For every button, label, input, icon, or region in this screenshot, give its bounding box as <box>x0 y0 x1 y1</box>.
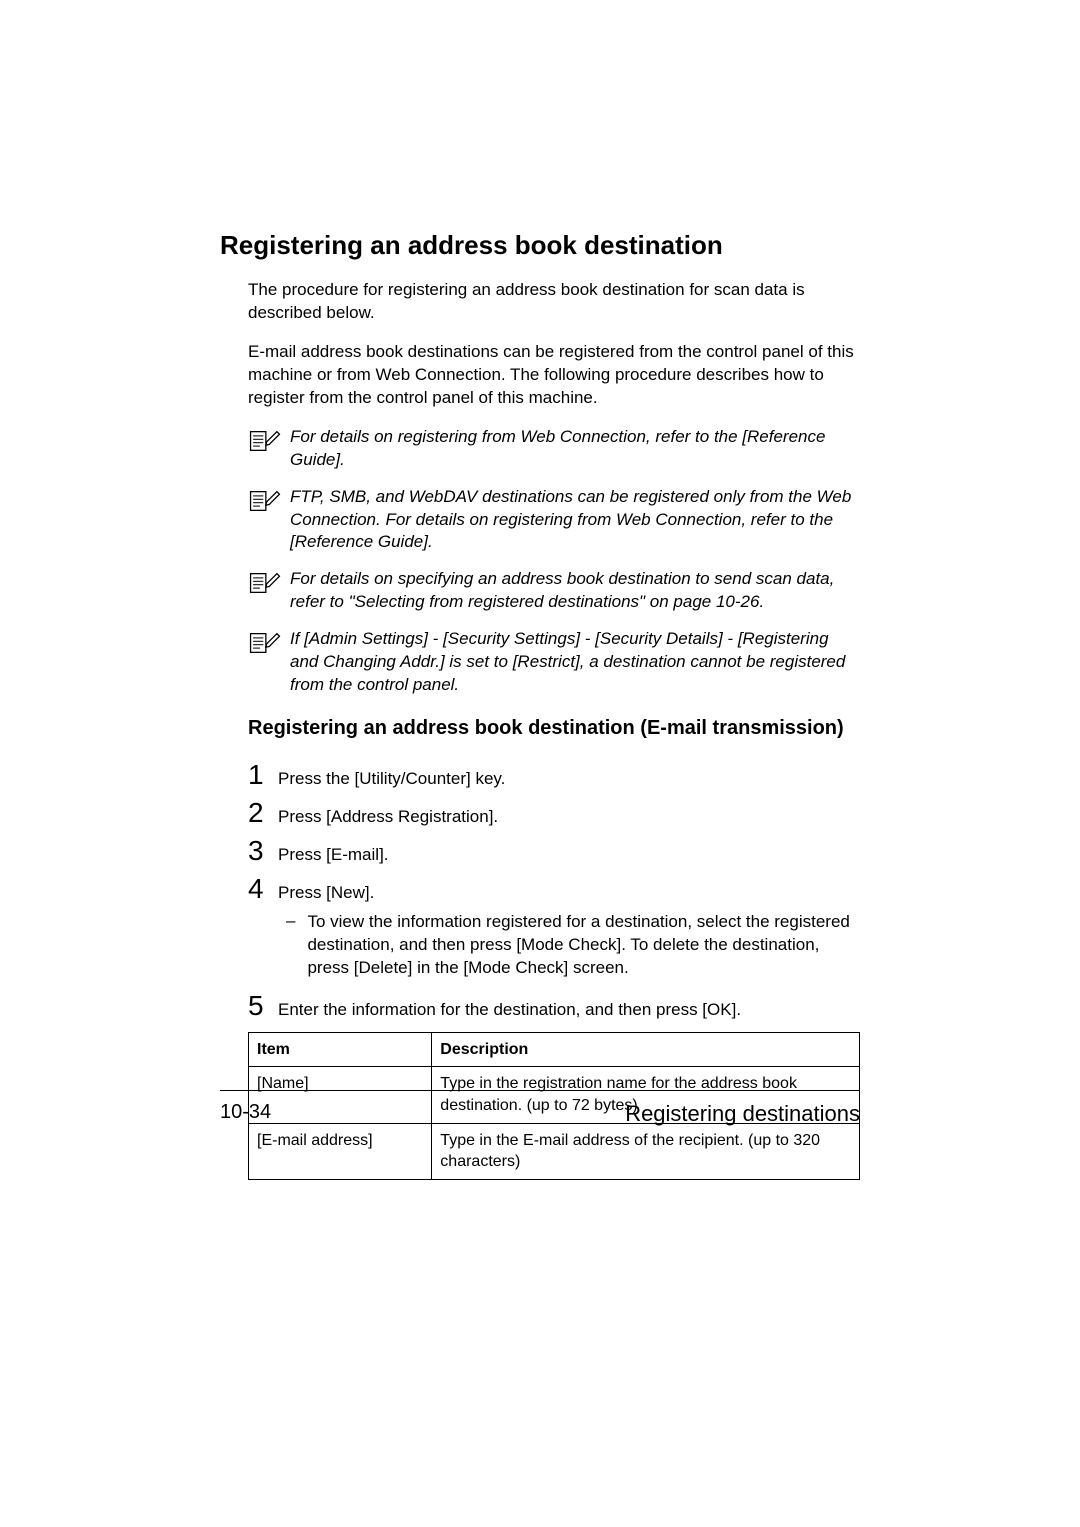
section-title: Registering an address book destination <box>220 230 860 261</box>
note-text: If [Admin Settings] - [Security Settings… <box>290 628 860 697</box>
sub-bullet-text: To view the information registered for a… <box>307 911 860 980</box>
step-4-subnote: – To view the information registered for… <box>286 911 860 980</box>
note-text: For details on specifying an address boo… <box>290 568 860 614</box>
page-footer: 10-34 Registering destinations <box>0 1090 1080 1127</box>
footer-row: 10-34 Registering destinations <box>220 1101 860 1127</box>
note-icon <box>248 428 282 459</box>
note-icon <box>248 630 282 661</box>
note-text: FTP, SMB, and WebDAV destinations can be… <box>290 486 860 555</box>
note-item: For details on specifying an address boo… <box>248 568 860 614</box>
table-header-row: Item Description <box>249 1032 860 1067</box>
intro-paragraph-1: The procedure for registering an address… <box>248 279 860 325</box>
subsection-title: Registering an address book destination … <box>248 715 860 741</box>
step-text: Enter the information for the destinatio… <box>278 999 741 1022</box>
footer-chapter-title: Registering destinations <box>625 1101 860 1127</box>
footer-page-number: 10-34 <box>220 1101 271 1127</box>
step-text: Press [E-mail]. <box>278 844 389 867</box>
step-text: Press [Address Registration]. <box>278 806 498 829</box>
footer-rule <box>220 1090 860 1091</box>
table-header-description: Description <box>432 1032 860 1067</box>
note-item: If [Admin Settings] - [Security Settings… <box>248 628 860 697</box>
note-item: FTP, SMB, and WebDAV destinations can be… <box>248 486 860 555</box>
note-icon <box>248 488 282 519</box>
step-number: 2 <box>248 797 274 829</box>
step-number: 5 <box>248 990 274 1022</box>
step-5: 5 Enter the information for the destinat… <box>248 990 860 1022</box>
table-row: [E-mail address] Type in the E-mail addr… <box>249 1123 860 1179</box>
note-text: For details on registering from Web Conn… <box>290 426 860 472</box>
step-number: 3 <box>248 835 274 867</box>
step-1: 1 Press the [Utility/Counter] key. <box>248 759 860 791</box>
step-text: Press the [Utility/Counter] key. <box>278 768 505 791</box>
table-header-item: Item <box>249 1032 432 1067</box>
bullet-dash: – <box>286 911 295 980</box>
step-3: 3 Press [E-mail]. <box>248 835 860 867</box>
table-cell-item: [E-mail address] <box>249 1123 432 1179</box>
step-4: 4 Press [New]. <box>248 873 860 905</box>
note-item: For details on registering from Web Conn… <box>248 426 860 472</box>
step-2: 2 Press [Address Registration]. <box>248 797 860 829</box>
table-cell-description: Type in the E-mail address of the recipi… <box>432 1123 860 1179</box>
note-icon <box>248 570 282 601</box>
step-number: 4 <box>248 873 274 905</box>
step-text: Press [New]. <box>278 882 374 905</box>
document-page: Registering an address book destination … <box>0 0 1080 1180</box>
intro-paragraph-2: E-mail address book destinations can be … <box>248 341 860 410</box>
step-number: 1 <box>248 759 274 791</box>
